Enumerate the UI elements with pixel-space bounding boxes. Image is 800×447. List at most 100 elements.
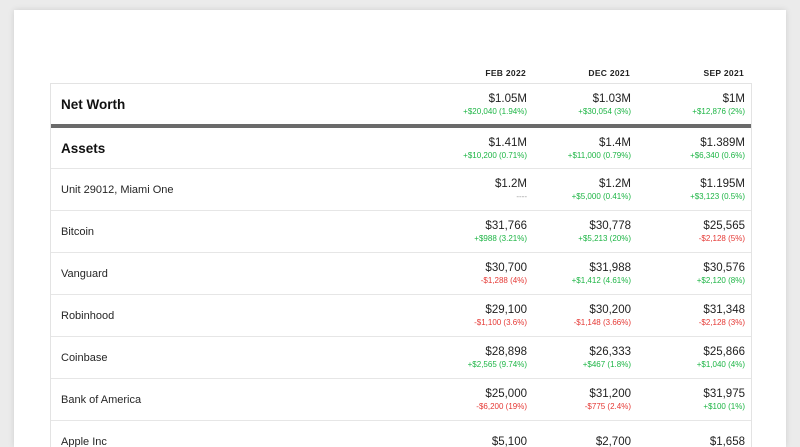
table-row[interactable]: Vanguard $30,700 -$1,288 (4%) $31,988 +$1,41… [51,253,751,295]
cell-value: $25,565 [703,220,745,232]
cell-change: +$11,000 (0.79%) [567,150,631,160]
table-row[interactable]: Coinbase $28,898 +$2,565 (9.74%) $26,333 +$4… [51,337,751,379]
cell-value: $1.2M [495,178,527,190]
cell-value: $29,100 [485,304,527,316]
cell-value: $30,700 [485,262,527,274]
cell-value: $31,975 [703,388,745,400]
cell-dec-2021: $2,700 [511,421,631,447]
cell-sep-2021: $1M +$12,876 (2%) [641,84,751,124]
net-worth-card: FEB 2022 DEC 2021 SEP 2021 Net Worth $1.0… [14,10,786,447]
cell-sep-2021: $31,348 -$2,128 (3%) [641,295,751,336]
cell-sep-2021: $25,866 +$1,040 (4%) [641,337,751,378]
cell-feb-2022: $1.2M ---- [407,169,527,210]
cell-value: $28,898 [485,346,527,358]
net-worth-table: Net Worth $1.05M +$20,040 (1.94%) $1.03M +$3… [50,83,752,447]
cell-value: $1,658 [709,435,745,447]
cell-value: $31,988 [589,262,631,274]
cell-value: $30,778 [589,220,631,232]
column-header-feb-2022[interactable]: FEB 2022 [485,68,526,78]
cell-change: +$5,000 (0.41%) [571,192,631,201]
cell-sep-2021: $31,975 +$100 (1%) [641,379,751,420]
table-row[interactable]: Robinhood $29,100 -$1,100 (3.6%) $30,200 -$1… [51,295,751,337]
cell-change: -$2,128 (5%) [698,234,745,243]
column-headers: FEB 2022 DEC 2021 SEP 2021 [14,68,786,82]
cell-change: -$1,100 (3.6%) [474,318,527,327]
cell-change: -$2,128 (3%) [698,318,745,327]
cell-feb-2022: $1.41M +$10,200 (0.71%) [407,128,527,168]
cell-change: +$2,565 (9.74%) [467,360,527,369]
cell-change: +$1,040 (4%) [696,360,745,369]
row-label: Net Worth [61,96,126,112]
cell-feb-2022: $5,100 [407,421,527,447]
cell-dec-2021: $1.2M +$5,000 (0.41%) [511,169,631,210]
cell-change: +$30,054 (3%) [578,106,631,116]
cell-sep-2021: $25,565 -$2,128 (5%) [641,211,751,252]
cell-value: $1.389M [700,136,745,149]
cell-dec-2021: $1.03M +$30,054 (3%) [511,84,631,124]
cell-dec-2021: $1.4M +$11,000 (0.79%) [511,128,631,168]
cell-change: +$5,213 (20%) [578,234,631,243]
cell-change: +$12,876 (2%) [692,106,745,116]
cell-change: ---- [516,192,527,201]
cell-change: +$6,340 (0.6%) [690,150,745,160]
net-worth-row[interactable]: Net Worth $1.05M +$20,040 (1.94%) $1.03M +$3… [51,84,751,128]
row-label: Coinbase [61,351,108,364]
cell-feb-2022: $30,700 -$1,288 (4%) [407,253,527,294]
cell-change: +$467 (1.8%) [582,360,631,369]
cell-dec-2021: $30,778 +$5,213 (20%) [511,211,631,252]
table-row[interactable]: Apple Inc $5,100 $2,700 $1,658 [51,421,751,447]
cell-feb-2022: $29,100 -$1,100 (3.6%) [407,295,527,336]
table-row[interactable]: Bitcoin $31,766 +$988 (3.21%) $30,778 +$5,21… [51,211,751,253]
cell-value: $25,000 [485,388,527,400]
cell-value: $5,100 [491,435,527,447]
cell-feb-2022: $1.05M +$20,040 (1.94%) [407,84,527,124]
cell-change: +$1,412 (4.61%) [571,276,631,285]
column-header-sep-2021[interactable]: SEP 2021 [703,68,744,78]
cell-change: +$2,120 (8%) [696,276,745,285]
row-label: Bitcoin [61,225,95,238]
cell-feb-2022: $31,766 +$988 (3.21%) [407,211,527,252]
row-label: Robinhood [61,309,115,322]
cell-dec-2021: $31,200 -$775 (2.4%) [511,379,631,420]
cell-dec-2021: $26,333 +$467 (1.8%) [511,337,631,378]
assets-row[interactable]: Assets $1.41M +$10,200 (0.71%) $1.4M +$11,00… [51,128,751,169]
cell-value: $25,866 [703,346,745,358]
cell-feb-2022: $25,000 -$6,200 (19%) [407,379,527,420]
cell-dec-2021: $30,200 -$1,148 (3.66%) [511,295,631,336]
cell-change: -$6,200 (19%) [476,402,527,411]
table-row[interactable]: Unit 29012, Miami One $1.2M ---- $1.2M +$5,0… [51,169,751,211]
cell-feb-2022: $28,898 +$2,565 (9.74%) [407,337,527,378]
cell-value: $1.195M [700,178,745,190]
row-label: Vanguard [61,267,108,280]
cell-change: +$988 (3.21%) [474,234,527,243]
cell-change: +$3,123 (0.5%) [690,192,745,201]
cell-value: $1.4M [599,136,631,149]
cell-value: $30,576 [703,262,745,274]
cell-sep-2021: $1,658 [641,421,751,447]
cell-change: -$775 (2.4%) [584,402,631,411]
cell-value: $31,200 [589,388,631,400]
cell-change: +$10,200 (0.71%) [463,150,527,160]
cell-value: $1.41M [488,136,527,149]
row-label: Unit 29012, Miami One [61,183,174,196]
cell-value: $1.03M [592,92,631,105]
row-label: Assets [61,140,106,156]
cell-sep-2021: $1.195M +$3,123 (0.5%) [641,169,751,210]
column-header-dec-2021[interactable]: DEC 2021 [588,68,630,78]
cell-sep-2021: $30,576 +$2,120 (8%) [641,253,751,294]
cell-value: $1.05M [488,92,527,105]
cell-sep-2021: $1.389M +$6,340 (0.6%) [641,128,751,168]
table-row[interactable]: Bank of America $25,000 -$6,200 (19%) $31,2… [51,379,751,421]
cell-value: $31,348 [703,304,745,316]
cell-value: $1M [722,92,745,105]
row-label: Apple Inc [61,435,107,447]
cell-change: +$100 (1%) [703,402,745,411]
cell-value: $2,700 [595,435,631,447]
cell-change: -$1,148 (3.66%) [573,318,631,327]
cell-value: $26,333 [589,346,631,358]
cell-change: -$1,288 (4%) [480,276,527,285]
cell-value: $1.2M [599,178,631,190]
cell-change: +$20,040 (1.94%) [463,106,527,116]
cell-value: $31,766 [485,220,527,232]
row-label: Bank of America [61,393,142,406]
